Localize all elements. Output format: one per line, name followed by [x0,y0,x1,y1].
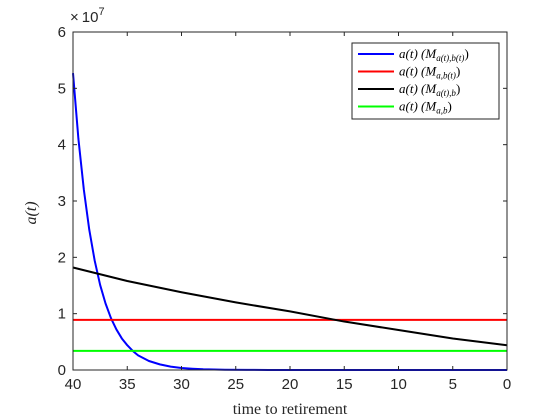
svg-text:×107: × 107 [70,6,105,26]
y-tick-label: 4 [58,137,66,154]
y-axis-label-text: a(t) [23,201,40,224]
x-tick-label: 5 [449,376,457,393]
x-tick-label: 30 [173,376,190,393]
x-tick-label: 15 [336,376,353,393]
y-axis-exponent: × 107 [70,6,105,26]
x-tick-label: 40 [65,376,82,393]
legend-entry-4: a(t) (Ma,b) [399,99,452,116]
x-axis-label: time to retirement [233,401,348,418]
legend-entry-3: a(t) (Ma(t),b) [399,81,460,98]
axes [72,31,508,371]
x-tick-label: 35 [119,376,136,393]
y-tick-label: 2 [58,249,66,266]
svg-text:a(t): a(t) [23,201,40,224]
series-line-3 [72,266,508,347]
legend-entry-1: a(t) (Ma(t),b(t)) [399,46,469,63]
x-tick-label: 25 [227,376,244,393]
x-tick-label: 20 [282,376,299,393]
y-exponent-power: 7 [98,6,104,18]
tick-labels: 40 35 30 25 20 15 10 5 0 0 1 2 3 4 5 6 [58,24,512,393]
y-tick-label: 5 [58,80,66,97]
y-exponent-base: 10 [82,9,99,26]
y-tick-label: 0 [58,362,66,379]
y-tick-label: 1 [58,306,66,323]
y-tick-label: 6 [58,24,66,41]
x-tick-label: 0 [503,376,511,393]
legend: a(t) (Ma(t),b(t))a(t) (Ma,b(t))a(t) (Ma(… [351,42,500,120]
y-axis-label: a(t) [23,201,40,224]
y-tick-label: 3 [58,193,66,210]
x-tick-label: 10 [390,376,407,393]
legend-entry-2: a(t) (Ma,b(t)) [399,64,460,81]
